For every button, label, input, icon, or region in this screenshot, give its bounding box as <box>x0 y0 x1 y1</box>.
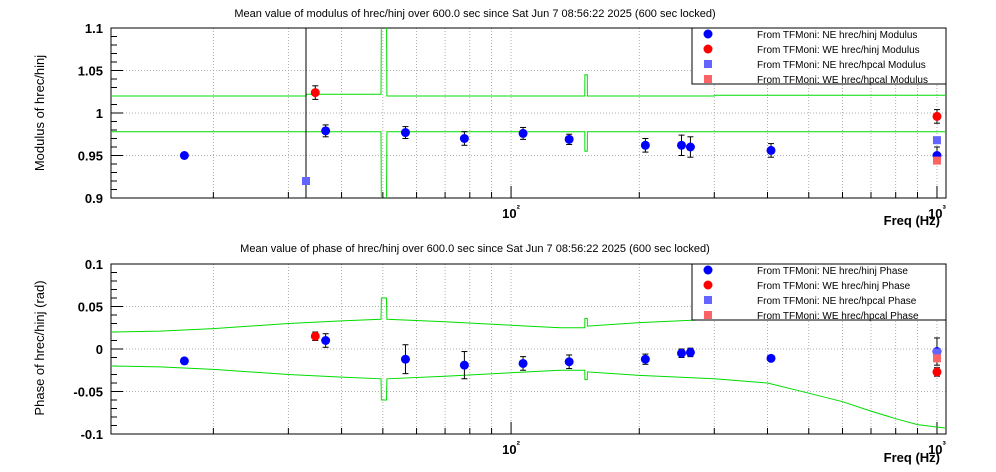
legend-marker-circle <box>703 265 713 275</box>
data-point-square <box>932 156 941 165</box>
y-ticks <box>111 263 123 435</box>
x-tick-label: 10² <box>502 440 520 457</box>
phase-chart-title: Mean value of phase of hrec/hinj over 60… <box>240 243 710 255</box>
data-point-circle <box>321 126 331 136</box>
data-point-circle <box>766 145 776 155</box>
band-line-lower <box>111 131 946 198</box>
data-point-square <box>301 177 310 185</box>
x-tick-label: 10² <box>502 204 520 221</box>
data-point-circle <box>564 134 574 144</box>
legend-box <box>691 263 947 321</box>
band-line-lower <box>111 365 946 429</box>
series-0 <box>179 124 942 165</box>
data-point-square <box>932 348 941 357</box>
series-1 <box>310 85 942 124</box>
data-point-circle <box>766 353 776 363</box>
data-point-circle <box>310 88 320 98</box>
series-2 <box>932 348 941 357</box>
data-point-circle <box>518 358 528 368</box>
legend-marker-circle <box>703 44 713 54</box>
data-point-circle <box>459 134 469 143</box>
data-point-circle <box>932 367 942 377</box>
phase-y-axis-label: Phase of hrec/hinj (rad) <box>32 280 47 415</box>
data-point-circle <box>321 336 331 345</box>
phase-panel: Mean value of phase of hrec/hinj over 60… <box>32 243 947 465</box>
modulus-chart-title: Mean value of modulus of hrec/hinj over … <box>234 8 715 20</box>
y-tick-label: 0.95 <box>78 149 103 164</box>
legend-entry-label: From TFMoni: NE hrec/hpcal Modulus <box>757 60 926 71</box>
data-point-circle <box>932 111 942 121</box>
x-tick-label: 10³ <box>928 440 946 457</box>
data-point-circle <box>400 128 410 138</box>
legend-entry-label: From TFMoni: WE hrec/hpcal Phase <box>757 311 919 322</box>
legend-entry-label: From TFMoni: WE hrec/hinj Modulus <box>757 45 920 56</box>
data-point-circle <box>564 357 574 367</box>
x-tick-label: 10³ <box>928 204 946 221</box>
y-tick-label: 1.1 <box>85 21 103 36</box>
modulus-x-axis-label: Freq (Hz) <box>884 213 940 228</box>
data-point-circle <box>677 348 687 358</box>
data-point-circle <box>400 354 410 364</box>
data-point-circle <box>685 142 695 152</box>
legend-marker-circle <box>703 29 713 39</box>
data-point-circle <box>459 360 469 370</box>
x-ticks <box>212 186 938 198</box>
legend-marker-square <box>704 296 712 304</box>
data-point-circle <box>677 140 687 150</box>
data-point-circle <box>179 151 189 160</box>
y-tick-label: 0.1 <box>85 257 103 272</box>
data-point-circle <box>640 140 650 150</box>
x-ticks <box>212 422 938 434</box>
plot-area <box>111 28 946 198</box>
legend-marker-square <box>704 75 712 83</box>
data-point-square <box>932 354 941 363</box>
series-2 <box>301 136 941 185</box>
data-point-circle <box>310 331 320 341</box>
y-tick-label: -0.1 <box>81 427 103 442</box>
series-3 <box>932 354 941 363</box>
y-tick-label: 1.05 <box>78 64 103 79</box>
series-1 <box>310 331 942 377</box>
data-point-circle <box>640 354 650 364</box>
y-tick-label: 0 <box>96 342 103 357</box>
modulus-y-axis-label: Modulus of hrec/hinj <box>32 55 47 171</box>
data-point-circle <box>685 347 695 357</box>
y-tick-label: -0.05 <box>73 385 103 400</box>
y-tick-label: 0.05 <box>78 300 103 315</box>
data-point-circle <box>518 128 528 138</box>
legend-box <box>691 27 947 85</box>
y-tick-label: 1 <box>96 106 103 121</box>
series-3 <box>932 156 941 165</box>
series-0 <box>179 333 942 380</box>
legend-marker-square <box>704 60 712 68</box>
y-tick-label: 0.9 <box>85 191 103 206</box>
y-ticks <box>111 27 123 199</box>
legend-entry-label: From TFMoni: NE hrec/hinj Phase <box>757 266 908 277</box>
legend-marker-circle <box>703 280 713 290</box>
data-point-circle <box>179 356 189 366</box>
modulus-panel: Mean value of modulus of hrec/hinj over … <box>32 8 947 228</box>
legend: From TFMoni: NE hrec/hinj Modulus From TF… <box>691 27 947 86</box>
legend: From TFMoni: NE hrec/hinj Phase From TFMo… <box>691 263 947 322</box>
legend-entry-label: From TFMoni: NE hrec/hpcal Phase <box>757 296 917 307</box>
legend-entry-label: From TFMoni: WE hrec/hpcal Modulus <box>757 75 928 86</box>
plot-area <box>111 297 946 429</box>
legend-marker-square <box>704 311 712 319</box>
legend-entry-label: From TFMoni: NE hrec/hinj Modulus <box>757 30 917 41</box>
phase-x-axis-label: Freq (Hz) <box>884 450 940 465</box>
legend-entry-label: From TFMoni: WE hrec/hinj Phase <box>757 281 911 292</box>
data-point-square <box>932 136 941 145</box>
